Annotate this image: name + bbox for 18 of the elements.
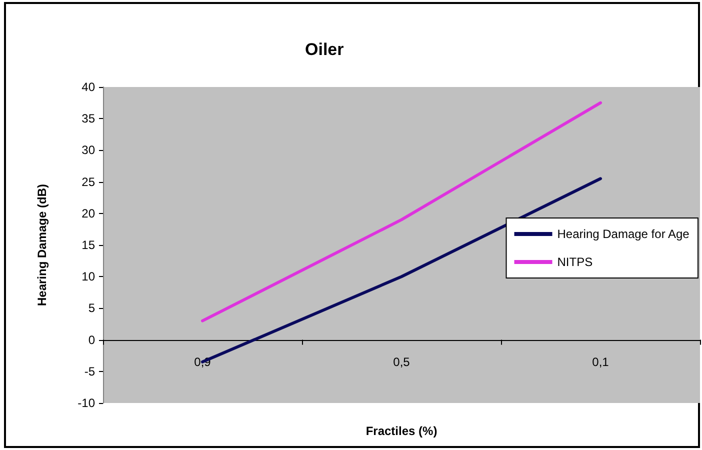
legend-label: NITPS <box>557 255 593 269</box>
y-tick-label: 35 <box>82 112 96 126</box>
chart-title: Oiler <box>305 40 344 59</box>
y-tick-label: 5 <box>88 301 96 316</box>
y-tick-label: -5 <box>84 364 96 378</box>
y-tick-label: 15 <box>82 238 96 252</box>
y-tick-label: 25 <box>82 174 96 189</box>
x-tick-label: 0,5 <box>393 354 410 369</box>
x-axis-title: Fractiles (%) <box>366 424 438 438</box>
legend-label: Hearing Damage for Age <box>557 227 690 241</box>
y-axis-title: Hearing Damage (dB) <box>35 184 49 306</box>
y-tick-label: 20 <box>82 206 96 220</box>
x-tick-label: 0,1 <box>592 354 610 369</box>
y-tick-label: 10 <box>82 270 96 284</box>
y-tick-label: 30 <box>82 143 96 158</box>
y-tick-label: -10 <box>78 396 96 410</box>
y-tick-label: 0 <box>88 332 96 347</box>
y-tick-label: 40 <box>82 80 96 94</box>
